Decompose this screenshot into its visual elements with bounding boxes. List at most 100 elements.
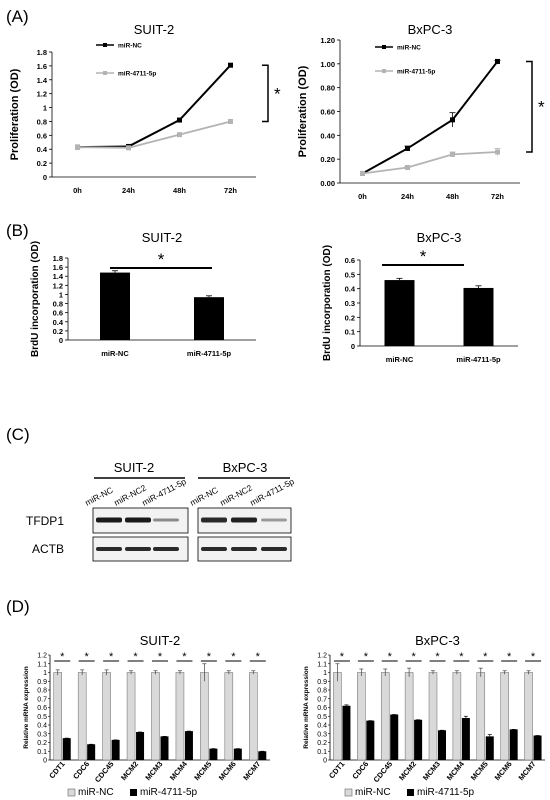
y-tick-label: 0.1: [37, 749, 47, 756]
bar-mir-nc: [428, 672, 438, 761]
bar-mir-4711-5p: [136, 732, 145, 760]
y-tick-label: 0: [43, 173, 47, 182]
x-tick-label: miR-NC: [101, 349, 129, 358]
blot-lane-label: miR-NC2: [218, 482, 254, 507]
y-tick-label: 0.4: [37, 145, 48, 154]
bar: [194, 297, 224, 340]
y-tick-label: 1.00: [320, 60, 335, 69]
x-tick-label: MCM2: [119, 760, 140, 783]
bar-mir-nc: [77, 672, 87, 761]
chart-a1-suit2-proliferation: SUIT-2 Proliferation (OD) 0 0.2 0.4 0.6 0.8 1 1.…: [9, 22, 281, 195]
chart-title: SUIT-2: [134, 22, 174, 37]
bar-mir-nc: [200, 672, 209, 761]
bar-mir-nc: [333, 672, 342, 761]
y-axis-label: Relative mRNA expression: [23, 666, 30, 749]
y-tick-label: 1.2: [317, 653, 327, 660]
y-tick-label: 1: [43, 670, 47, 677]
x-tick-label: MCM7: [516, 760, 537, 783]
x-tick-label: MCM6: [217, 760, 238, 783]
significance-star: *: [85, 651, 90, 663]
bar-mir-4711-5p: [485, 736, 494, 760]
blot-group-label: BxPC-3: [223, 460, 268, 475]
bar-mir-nc: [126, 672, 136, 761]
significance-bracket: [526, 60, 533, 153]
significance-star: *: [133, 651, 138, 663]
x-tick-label: miR-4711-5p: [456, 355, 501, 364]
legend-label: miR-4711-5p: [397, 69, 435, 76]
y-tick-label: 0.2: [53, 327, 63, 336]
y-tick-label: 0: [59, 336, 63, 345]
data-point: [228, 118, 233, 124]
blot-lane-label: miR-NC: [83, 485, 114, 508]
x-tick-label: MCM3: [421, 760, 442, 783]
significance-star: *: [531, 651, 536, 663]
bar-mir-nc: [357, 672, 366, 761]
blot-band-actb: [261, 547, 287, 551]
significance-star: *: [231, 651, 236, 663]
y-tick-label: 0.9: [317, 679, 327, 686]
chart-title: SUIT-2: [142, 230, 182, 245]
data-point: [126, 145, 131, 151]
bar-mir-nc: [524, 672, 533, 761]
y-tick-label: 1: [59, 290, 63, 299]
significance-star: *: [507, 651, 512, 663]
chart-title: BxPC-3: [417, 230, 462, 245]
significance-star: *: [207, 651, 212, 663]
x-tick-label: MCM6: [493, 760, 514, 783]
blot-band-tfdp1: [153, 518, 179, 522]
y-axis-label: Relative mRNA expression: [303, 666, 310, 749]
y-tick-label: 1.6: [53, 263, 63, 272]
y-tick-label: 1.4: [53, 272, 64, 281]
y-tick-label: 0.6: [345, 256, 355, 265]
y-axis-label: Proliferation (OD): [297, 65, 309, 157]
series-line-mir-nc: [362, 60, 499, 175]
y-tick-label: 0.00: [320, 179, 335, 188]
bar-mir-nc: [224, 672, 234, 761]
x-tick-label: 0h: [358, 192, 367, 201]
significance-star: *: [256, 651, 261, 663]
x-tick-label: CDC6: [350, 760, 370, 781]
bar-mir-4711-5p: [461, 718, 470, 760]
blot-row-label-tfdp1: TFDP1: [26, 514, 64, 528]
y-tick-label: 1.6: [37, 62, 47, 71]
blot-row-label-actb: ACTB: [32, 542, 64, 556]
y-tick-label: 0.40: [320, 131, 335, 140]
significance-star: *: [388, 651, 393, 663]
y-tick-label: 1.1: [317, 661, 327, 668]
x-tick-label: CDT1: [47, 760, 66, 781]
y-tick-label: 0.80: [320, 84, 335, 93]
x-tick-label: 24h: [401, 192, 414, 201]
y-axis-label: Proliferation (OD): [9, 68, 21, 160]
y-tick-label: 0.6: [53, 309, 63, 318]
y-tick-label: 0.4: [345, 285, 356, 294]
bar-mir-4711-5p: [533, 735, 542, 760]
y-tick-label: 0.5: [345, 270, 355, 279]
x-tick-label: MCM7: [241, 760, 262, 783]
bar-mir-nc: [102, 672, 111, 761]
bar-mir-4711-5p: [438, 730, 446, 760]
significance-star: *: [364, 651, 369, 663]
y-tick-label: 0.5: [317, 714, 327, 721]
blot-band-tfdp1: [125, 517, 151, 523]
y-tick-label: 0.60: [320, 108, 335, 117]
significance-star: *: [274, 84, 281, 103]
legend-label-mir-nc: miR-NC: [78, 787, 114, 798]
y-tick-label: 0.2: [37, 740, 47, 747]
y-tick-label: 0.3: [37, 731, 47, 738]
blot-lane-label: miR-4711-5p: [140, 476, 188, 508]
blot-band-tfdp1: [201, 517, 227, 523]
x-tick-label: miR-NC: [386, 355, 414, 364]
chart-d1-suit2-mrna: SUIT-2 Relative mRNA expression 0 0.1 0.2 0.3…: [23, 633, 270, 798]
y-tick-label: 1.1: [37, 661, 47, 668]
bar-mir-4711-5p: [509, 729, 518, 760]
x-tick-label: CDT1: [327, 760, 346, 781]
y-tick-label: 0.8: [37, 117, 47, 126]
y-tick-label: 0.20: [320, 155, 335, 164]
significance-star: *: [158, 651, 163, 663]
blot-band-actb: [231, 547, 257, 551]
x-tick-label: MCM5: [192, 760, 213, 783]
blot-band-actb: [153, 547, 179, 551]
significance-star: *: [182, 651, 187, 663]
legend-swatch-mir-nc: [67, 788, 76, 797]
y-tick-label: 0.4: [53, 318, 64, 327]
